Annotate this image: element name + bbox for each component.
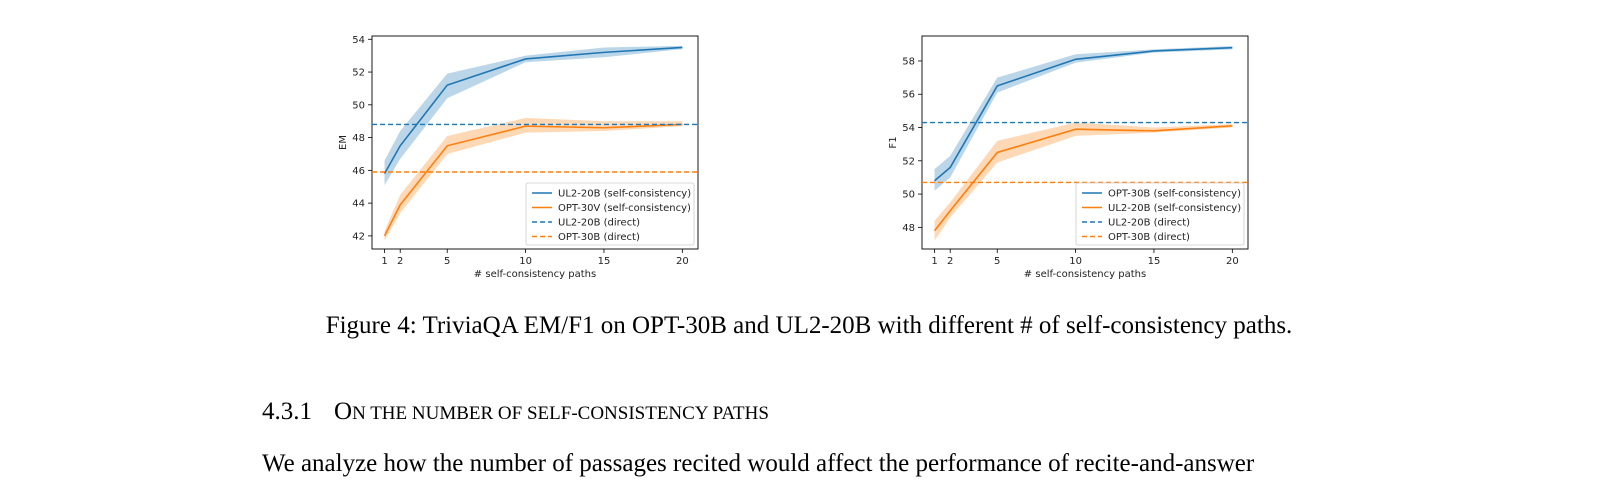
legend: OPT-30B (self-consistency) UL2-20B (self-… (1075, 182, 1245, 246)
f1-chart: 1 2 5 10 15 20 48 50 52 54 56 58 # self-consistency … (880, 0, 1280, 300)
section-number: 4.3.1 (262, 398, 312, 425)
series-line (383, 123, 683, 237)
legend-label: OPT-30B (self-consistency) (1108, 189, 1241, 200)
section-title-part: O (334, 398, 353, 425)
y-tick-label: 48 (352, 133, 365, 144)
y-tick-label: 52 (902, 156, 915, 167)
y-tick-label: 54 (352, 35, 365, 46)
x-tick-label: 5 (994, 256, 1000, 267)
x-tick-label: 15 (1148, 256, 1161, 267)
section-heading: 4.3.1 ON THE NUMBER OF SELF-CONSISTENCY P… (262, 398, 769, 426)
plot-frame (921, 35, 1249, 250)
confidence-band (934, 122, 1233, 241)
plot-frame (371, 35, 699, 250)
legend: UL2-20B (self-consistency) OPT-30V (self-… (525, 182, 695, 246)
y-tick-label: 48 (902, 223, 915, 234)
x-axis-label: # self-consistency paths (1024, 269, 1146, 280)
x-tick-label: 20 (1226, 256, 1239, 267)
body-paragraph: We analyze how the number of passages re… (262, 450, 1255, 477)
y-tick-label: 58 (902, 56, 915, 67)
legend-label: OPT-30B (direct) (558, 232, 640, 243)
series-line (383, 46, 683, 175)
y-tick-label: 42 (352, 231, 365, 242)
y-tick-label: 56 (902, 90, 915, 101)
legend-label: OPT-30V (self-consistency) (558, 203, 691, 214)
series-line (933, 125, 1233, 232)
chart-svg: 1 2 5 10 15 20 48 50 52 54 56 58 # self-consistency … (888, 35, 1249, 280)
legend-label: OPT-30B (direct) (1108, 232, 1190, 243)
x-tick-label: 1 (381, 256, 387, 267)
section-title-part: N THE NUMBER OF (352, 403, 527, 424)
x-tick-label: 20 (676, 256, 689, 267)
legend-label: UL2-20B (direct) (1108, 218, 1190, 229)
x-tick-label: 5 (444, 256, 450, 267)
chart-svg: 1 2 5 10 15 20 42 44 46 48 50 52 54 # self-consistenc… (338, 35, 699, 280)
y-tick-label: 52 (352, 68, 365, 79)
y-tick-label: 50 (902, 190, 915, 201)
y-tick-label: 44 (352, 199, 365, 210)
y-tick-label: 50 (352, 100, 365, 111)
x-tick-label: 15 (598, 256, 611, 267)
section-title-part: SELF (526, 403, 572, 424)
x-axis-label: # self-consistency paths (474, 269, 596, 280)
x-tick-label: 10 (1069, 256, 1082, 267)
x-tick-label: 10 (519, 256, 532, 267)
x-tick-label: 1 (931, 256, 937, 267)
x-tick-label: 2 (947, 256, 953, 267)
y-axis-label: EM (338, 135, 349, 150)
confidence-band (384, 117, 683, 241)
section-title-part: - (571, 403, 578, 424)
legend-label: UL2-20B (self-consistency) (1108, 203, 1241, 214)
series-line (934, 46, 1233, 182)
legend-label: UL2-20B (self-consistency) (558, 189, 691, 200)
legend-box (1075, 182, 1245, 246)
y-axis-label: F1 (888, 136, 899, 148)
em-chart: 1 2 5 10 15 20 42 44 46 48 50 52 54 # self-consistenc… (330, 0, 730, 300)
legend-label: UL2-20B (direct) (558, 218, 640, 229)
section-title-part: CONSISTENCY PATHS (577, 403, 769, 424)
figure-caption: Figure 4: TriviaQA EM/F1 on OPT-30B and … (325, 312, 1293, 339)
x-tick-label: 2 (397, 256, 403, 267)
y-tick-label: 46 (352, 166, 365, 177)
y-tick-label: 54 (902, 123, 915, 134)
legend-box (525, 182, 695, 246)
